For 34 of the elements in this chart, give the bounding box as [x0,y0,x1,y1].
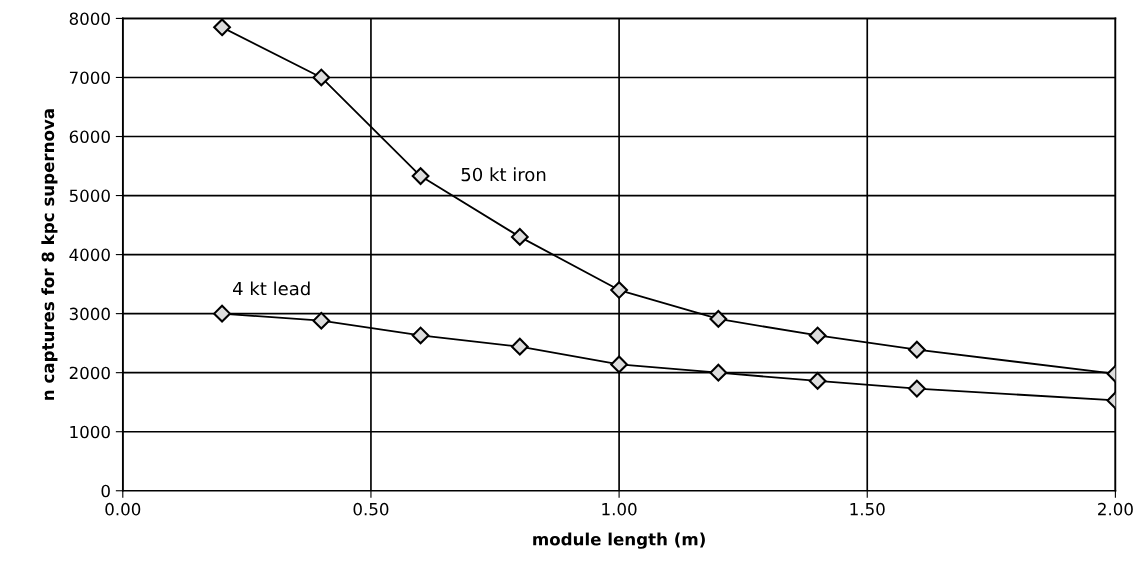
y-axis-title: n captures for 8 kpc supernova [41,109,58,400]
y-tick-label: 6000 [69,130,110,144]
y-tick-label: 3000 [69,307,110,321]
y-tick-label: 2000 [69,366,110,380]
y-tick-label: 7000 [69,71,110,85]
point [411,167,430,185]
x-tick-label: 0.00 [105,502,141,516]
point [213,304,231,323]
point [610,281,628,299]
series-label: 4 kt lead [232,281,310,296]
point [808,326,827,345]
x-axis-title: module length (m) [533,532,705,549]
y-tick-label: 8000 [69,12,110,25]
y-tick-label: 1000 [70,425,110,439]
y-tick-label: 4000 [69,248,110,262]
point [312,68,331,87]
point [510,337,529,356]
point [610,355,628,374]
series-label: 50 kt iron [461,167,546,182]
point [709,363,728,382]
x-tick-label: 0.50 [353,502,389,516]
y-tick-label: 0 [101,484,110,498]
point [907,340,926,359]
point [709,310,728,328]
y-tick-label: 5000 [69,189,110,203]
point [411,326,430,345]
point [312,311,331,330]
point [907,379,926,398]
point [213,18,231,37]
x-tick-label: 1.00 [602,502,637,516]
point [808,372,827,390]
x-tick-label: 2.00 [1098,502,1133,516]
x-tick-label: 1.50 [850,502,885,516]
point [510,227,529,246]
